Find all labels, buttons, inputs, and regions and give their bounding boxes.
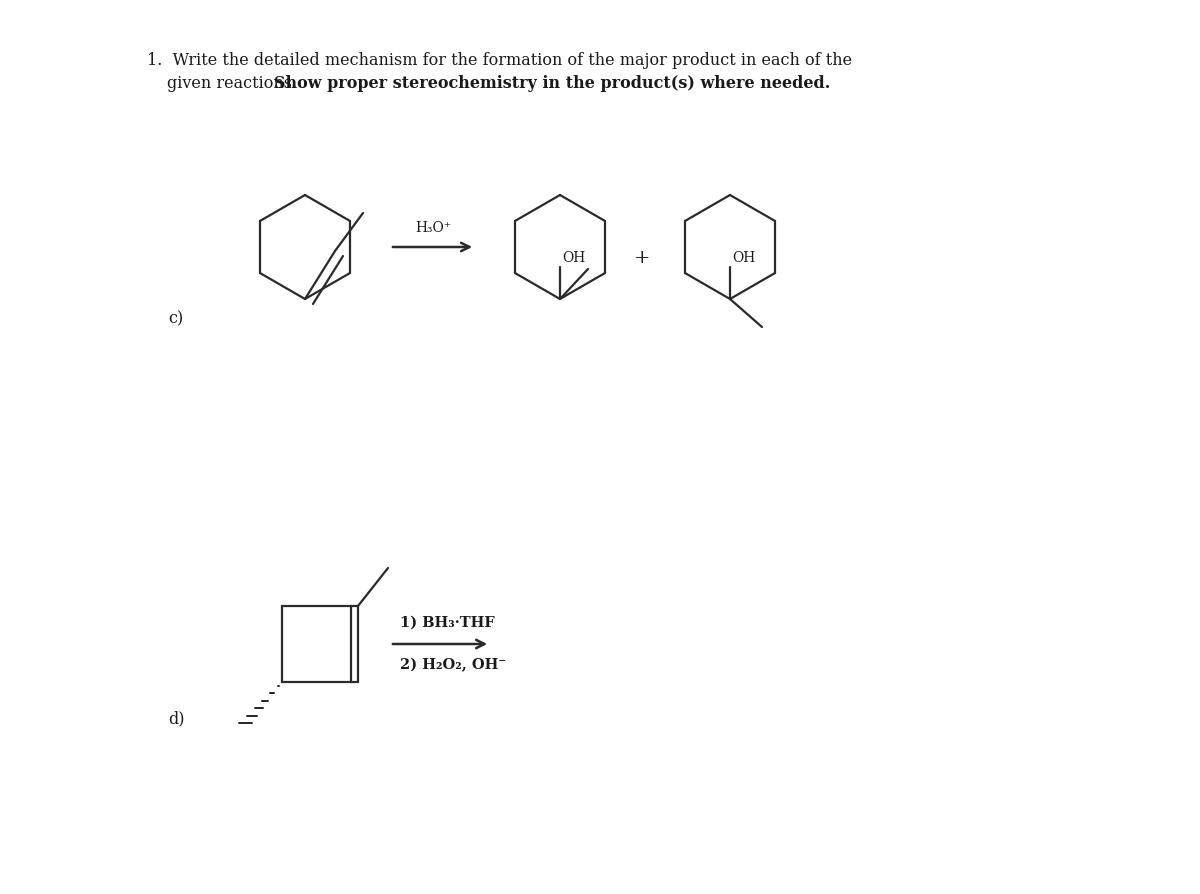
Text: given reactions.: given reactions. xyxy=(167,75,302,92)
Text: +: + xyxy=(634,249,650,266)
Text: OH: OH xyxy=(732,250,755,265)
Text: 1) BH₃·THF: 1) BH₃·THF xyxy=(400,615,494,629)
Text: H₃O⁺: H₃O⁺ xyxy=(415,221,451,235)
Text: 2) H₂O₂, OH⁻: 2) H₂O₂, OH⁻ xyxy=(400,657,506,671)
Text: c): c) xyxy=(168,309,184,326)
Text: Show proper stereochemistry in the product(s) where needed.: Show proper stereochemistry in the produ… xyxy=(274,75,830,92)
Text: d): d) xyxy=(168,709,185,726)
Text: 1.  Write the detailed mechanism for the formation of the major product in each : 1. Write the detailed mechanism for the … xyxy=(148,52,852,69)
Text: OH: OH xyxy=(562,250,586,265)
